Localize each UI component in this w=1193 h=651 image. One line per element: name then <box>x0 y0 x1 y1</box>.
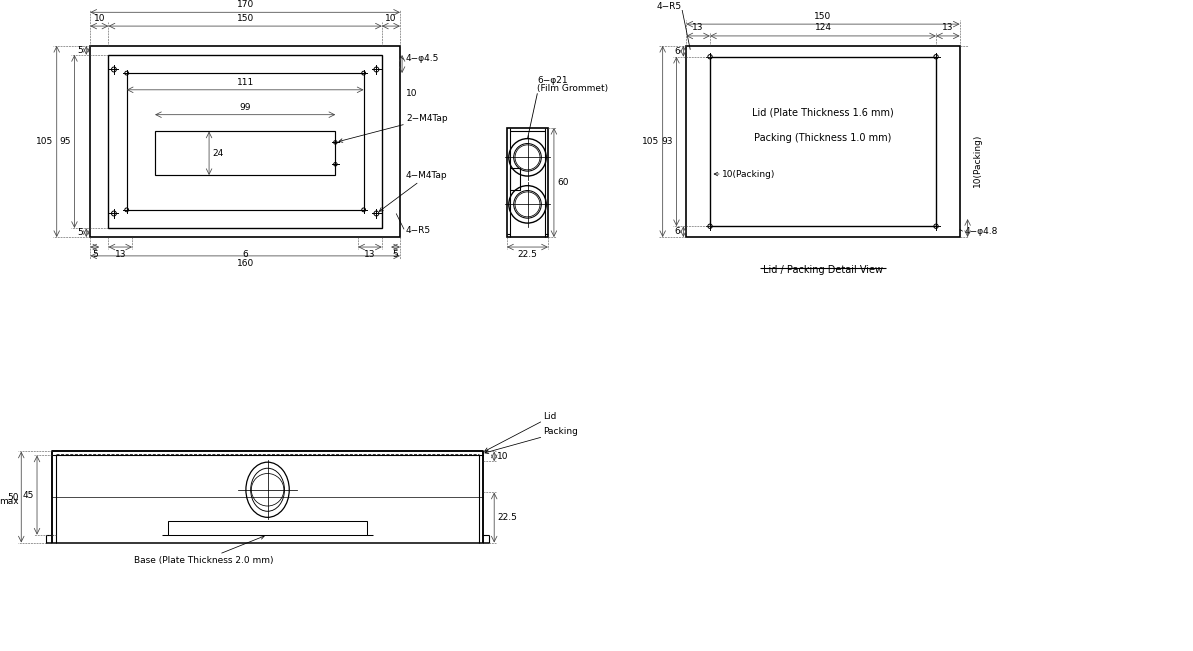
Text: 24: 24 <box>212 149 223 158</box>
Text: 13: 13 <box>942 23 953 33</box>
Text: 111: 111 <box>236 78 254 87</box>
Text: 99: 99 <box>240 103 251 112</box>
Bar <box>507 128 548 237</box>
Text: 13: 13 <box>692 23 704 33</box>
Bar <box>126 73 364 210</box>
Text: 95: 95 <box>60 137 72 146</box>
Text: 150: 150 <box>236 14 254 23</box>
Text: 4−R5: 4−R5 <box>656 2 681 11</box>
Text: 4−M4Tap: 4−M4Tap <box>379 171 447 212</box>
Text: 22.5: 22.5 <box>497 513 517 522</box>
Text: 4−φ4.8: 4−φ4.8 <box>965 227 999 236</box>
Text: 5: 5 <box>392 251 398 260</box>
Bar <box>511 169 520 190</box>
Text: 10: 10 <box>497 452 508 461</box>
Text: Lid: Lid <box>484 413 557 451</box>
Text: 105: 105 <box>642 137 660 146</box>
Bar <box>710 57 937 227</box>
Text: 13: 13 <box>364 251 376 260</box>
Text: 10: 10 <box>93 14 105 23</box>
Text: 6: 6 <box>674 227 680 236</box>
Text: 5: 5 <box>92 251 98 260</box>
Text: 6: 6 <box>674 47 680 56</box>
Text: 6−φ21: 6−φ21 <box>537 76 568 85</box>
Text: 5: 5 <box>78 46 82 55</box>
Text: 10: 10 <box>385 14 397 23</box>
Text: 124: 124 <box>815 23 832 33</box>
Text: 10: 10 <box>406 89 418 98</box>
Bar <box>155 132 335 175</box>
Text: 160: 160 <box>236 259 254 268</box>
Text: max: max <box>0 497 18 506</box>
Text: Base (Plate Thickness 2.0 mm): Base (Plate Thickness 2.0 mm) <box>134 536 273 565</box>
Bar <box>168 521 367 534</box>
Text: 5: 5 <box>78 228 82 237</box>
Text: Lid (Plate Thickness 1.6 mm): Lid (Plate Thickness 1.6 mm) <box>752 108 894 118</box>
Text: (Film Grommet): (Film Grommet) <box>537 85 608 93</box>
Text: 4−φ4.5: 4−φ4.5 <box>406 54 439 63</box>
Bar <box>686 46 959 237</box>
Text: 4−R5: 4−R5 <box>406 226 431 235</box>
Text: Packing: Packing <box>484 427 579 454</box>
Text: 45: 45 <box>23 491 33 499</box>
Text: 170: 170 <box>236 0 254 9</box>
Text: Lid / Packing Detail View: Lid / Packing Detail View <box>764 265 883 275</box>
Text: 105: 105 <box>36 137 54 146</box>
Text: 93: 93 <box>662 137 673 146</box>
Text: 13: 13 <box>115 251 126 260</box>
Text: 2−M4Tap: 2−M4Tap <box>339 114 447 143</box>
Text: 50: 50 <box>7 493 18 501</box>
Text: 150: 150 <box>815 12 832 21</box>
Text: Packing (Thickness 1.0 mm): Packing (Thickness 1.0 mm) <box>754 133 891 143</box>
Text: 22.5: 22.5 <box>518 251 537 260</box>
Text: 60: 60 <box>557 178 569 187</box>
Bar <box>91 46 400 237</box>
Bar <box>109 55 382 228</box>
Bar <box>51 452 483 543</box>
Text: 10(Packing): 10(Packing) <box>973 134 982 187</box>
Text: 6: 6 <box>242 250 248 259</box>
Text: 10(Packing): 10(Packing) <box>715 169 775 178</box>
